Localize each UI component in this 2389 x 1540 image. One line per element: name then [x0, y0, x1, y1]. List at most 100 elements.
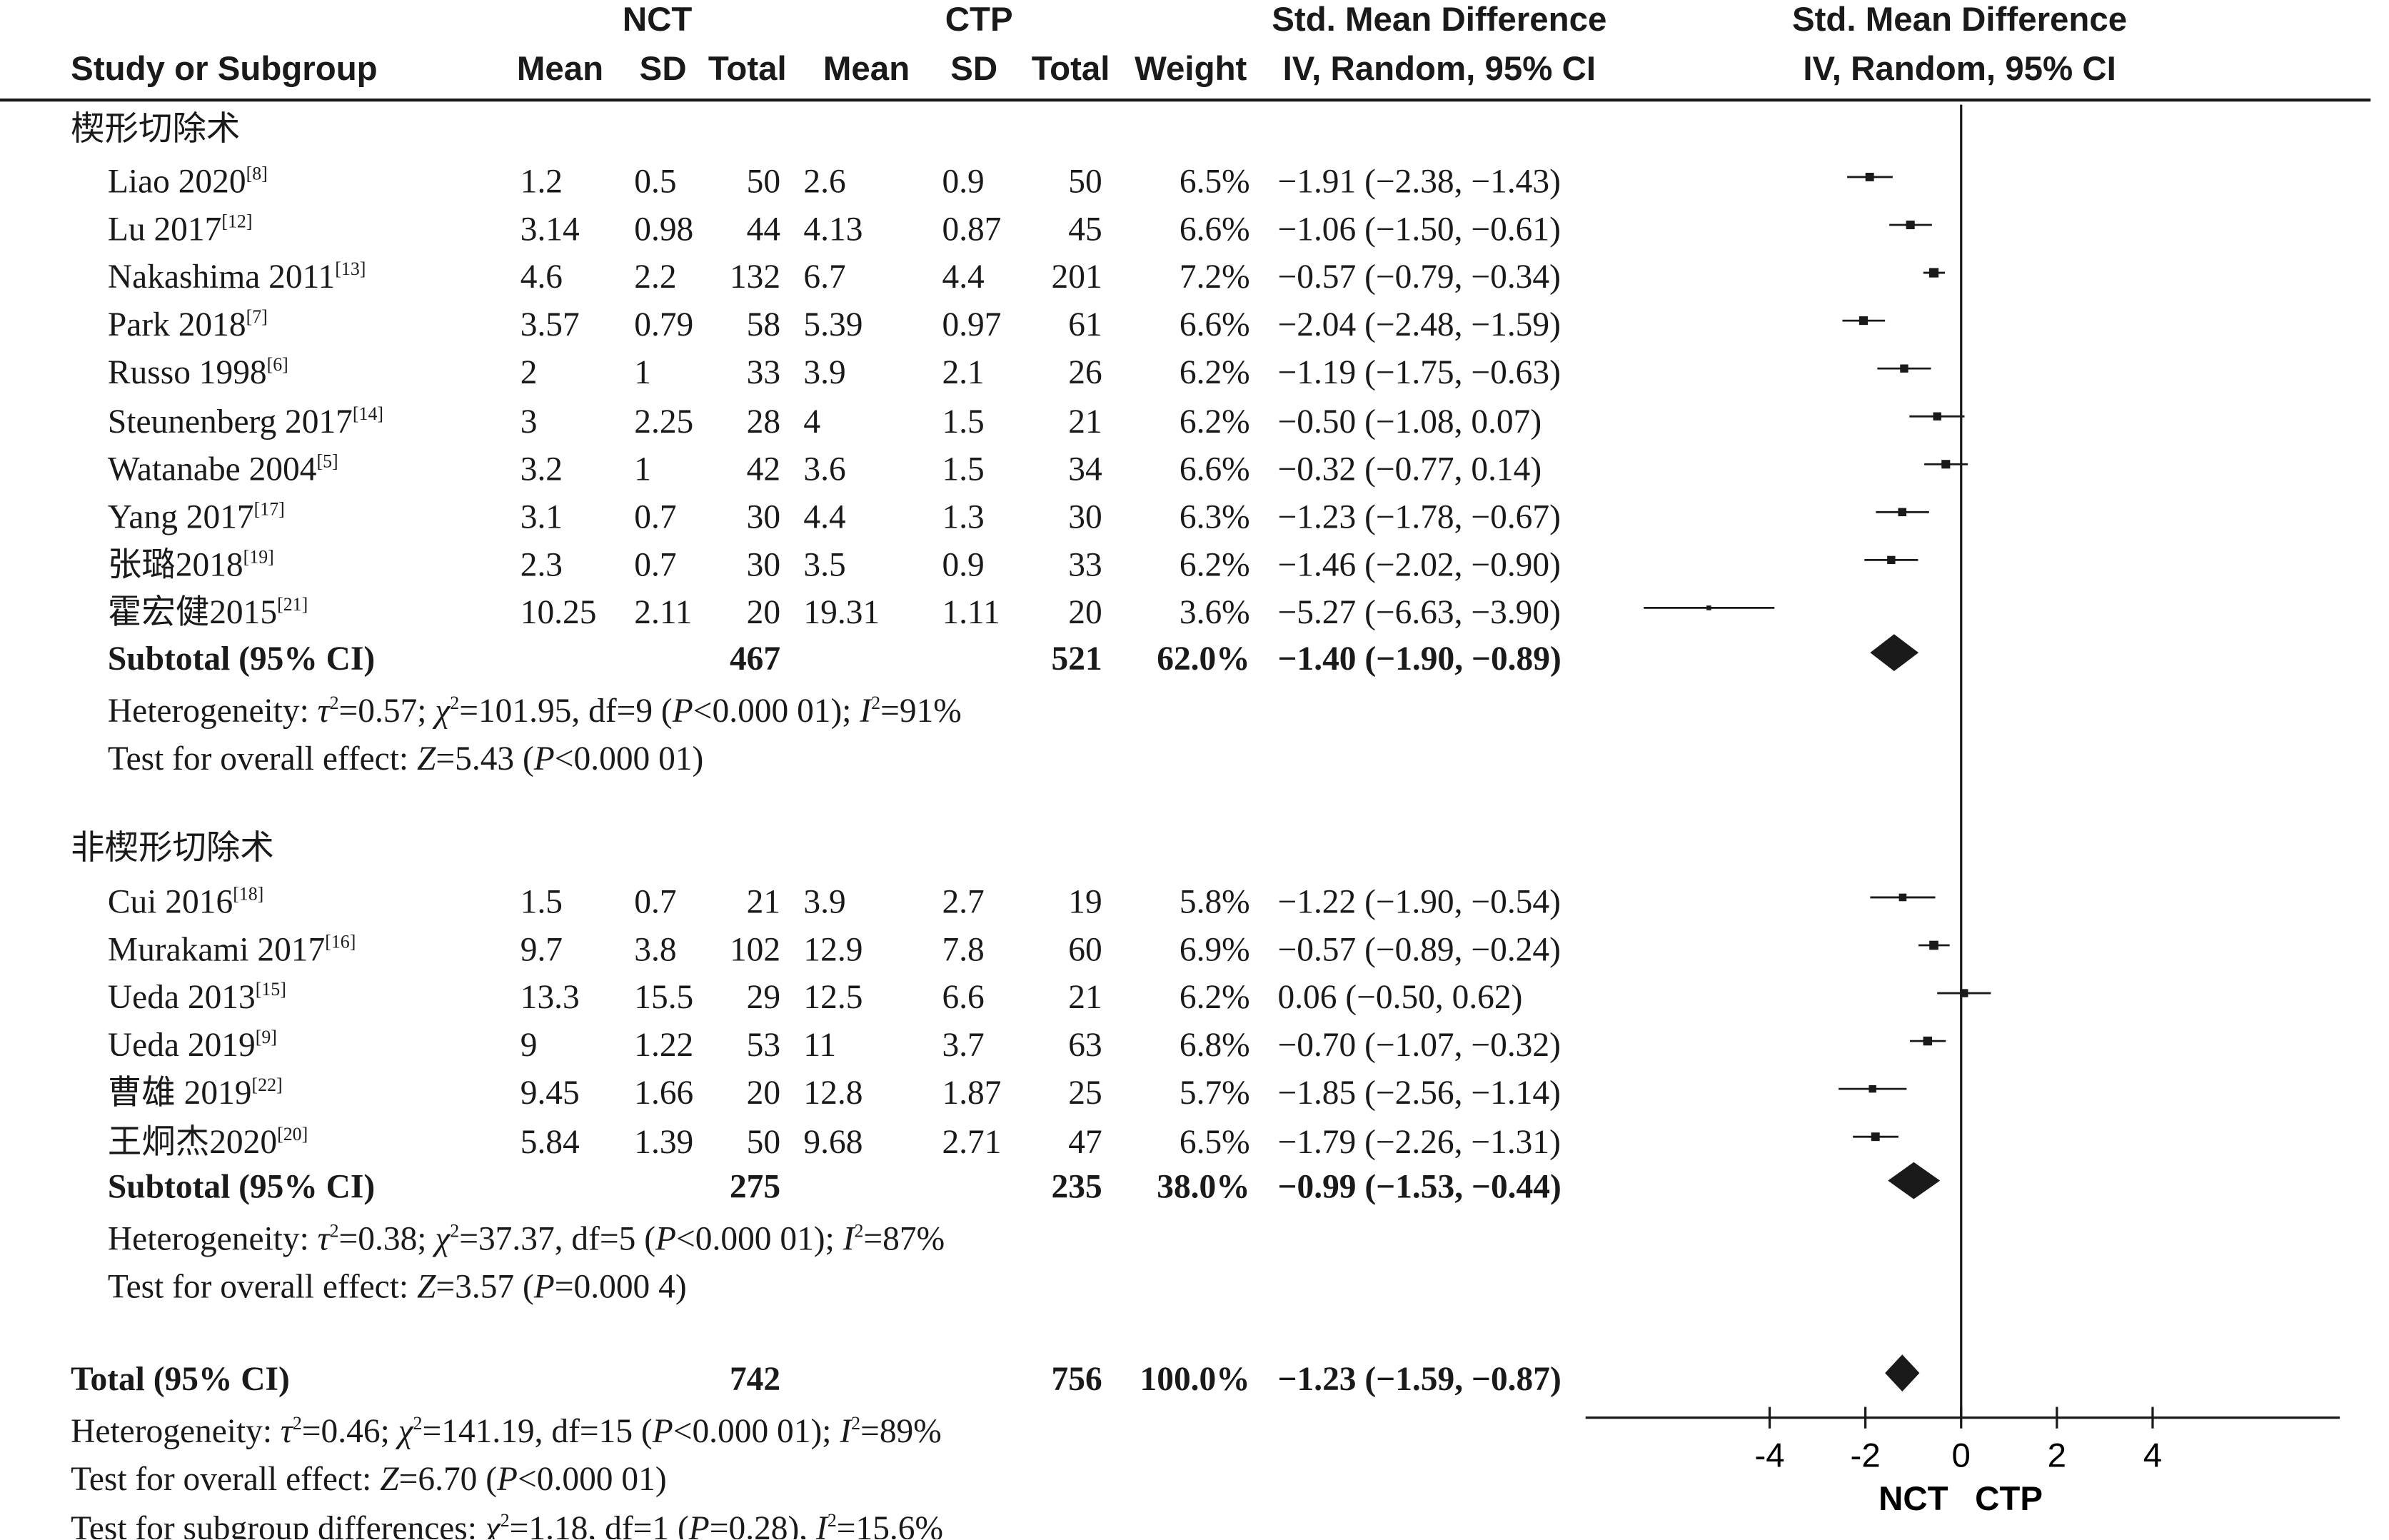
subtotal-effect-ci: −1.40 (−1.90, −0.89) [1277, 638, 1561, 678]
nct-mean-value: 4.6 [520, 257, 563, 296]
point-estimate [1898, 893, 1907, 902]
reference-number: [14] [352, 402, 384, 424]
ctp-total-value: 34 [1068, 448, 1102, 488]
nct-mean-value: 9.45 [520, 1073, 580, 1112]
study-name: Watanabe 2004[5] [107, 448, 338, 488]
ctp-total-value: 26 [1068, 353, 1102, 392]
favours-ctp-label: CTP [1975, 1480, 2043, 1518]
ctp-sd-value: 4.4 [942, 257, 985, 296]
nct-total-value: 50 [746, 1121, 781, 1160]
nct-sd-value: 1.22 [634, 1025, 694, 1065]
ctp-group-header: CTP [945, 0, 1013, 39]
study-label: Cui 2016 [107, 882, 233, 921]
ctp-total-value: 19 [1068, 882, 1102, 921]
nct-mean-value: 3.14 [520, 209, 580, 248]
nct-sd-value: 2.2 [634, 257, 677, 296]
study-label: Steunenberg 2017 [107, 401, 353, 440]
total-weight: 100.0% [1140, 1359, 1250, 1398]
point-estimate [1906, 220, 1915, 230]
ctp-mean-value: 12.8 [803, 1073, 863, 1112]
study-label: Liao 2020 [107, 161, 246, 201]
study-label: Watanabe 2004 [107, 448, 317, 488]
study-name: Murakami 2017[16] [108, 932, 356, 967]
ctp-total-value: 60 [1068, 930, 1102, 969]
reference-number: [22] [251, 1075, 283, 1097]
reference-number: [17] [253, 498, 285, 520]
favours-nct-label: NCT [1878, 1480, 1948, 1518]
plot-column-subtitle: IV, Random, 95% CI [1803, 49, 2116, 88]
effect-ci-value: −2.04 (−2.48, −1.59) [1277, 305, 1561, 344]
nct-mean-value: 9.7 [520, 930, 563, 969]
total-effect-ci: −1.23 (−1.59, −0.87) [1277, 1359, 1561, 1398]
nct-mean-value: 1.5 [520, 882, 563, 921]
ctp-total-value: 47 [1068, 1121, 1102, 1160]
subtotal-diamond [1888, 1162, 1941, 1199]
nct-sd-value: 0.7 [634, 496, 677, 535]
weight-value: 6.2% [1179, 977, 1250, 1017]
effect-ci-value: −1.79 (−2.26, −1.31) [1277, 1121, 1561, 1160]
point-estimate [1859, 316, 1869, 326]
point-estimate [1900, 364, 1908, 373]
study-label: Nakashima 2011 [107, 257, 336, 296]
ctp-sd-value: 2.1 [942, 353, 985, 392]
study-name: 曹雄 2019[22] [108, 1075, 283, 1110]
overall-effect-text: Test for overall effect: Z=6.70 (P<0.000… [71, 1459, 667, 1498]
ctp-total-value: 50 [1068, 161, 1102, 201]
point-estimate [1871, 1132, 1880, 1142]
heterogeneity-text: Heterogeneity: τ2=0.57; χ2=101.95, df=9 … [107, 691, 962, 730]
effect-ci-value: −1.85 (−2.56, −1.14) [1277, 1073, 1561, 1112]
study-label: 张璐2018 [107, 544, 243, 583]
nct-total-value: 33 [746, 353, 781, 392]
ctp-sd-value: 1.5 [942, 448, 985, 488]
nct-sd-value: 1.39 [634, 1121, 694, 1160]
subtotal-label: Subtotal (95% CI) [107, 638, 376, 678]
reference-number: [7] [246, 306, 268, 328]
ctp-total-value: 21 [1068, 977, 1102, 1017]
subtotal-weight: 38.0% [1157, 1167, 1250, 1206]
ctp-sd-value: 1.5 [942, 401, 985, 440]
overall-effect-text: Test for overall effect: Z=5.43 (P<0.000… [107, 738, 704, 777]
reference-number: [13] [335, 258, 366, 281]
nct-mean-value: 5.84 [520, 1121, 580, 1160]
study-name: Cui 2016[18] [108, 885, 263, 919]
reference-number: [18] [233, 882, 264, 905]
subtotal-diamond [1870, 634, 1919, 672]
subgroup-difference-text: Test for subgroup differences: χ2=1.18, … [71, 1508, 944, 1539]
ctp-mean-value: 12.5 [803, 977, 863, 1017]
nct-sd-header: SD [639, 49, 687, 88]
effect-ci-value: −0.50 (−1.08, 0.07) [1277, 401, 1542, 440]
ctp-mean-value: 3.6 [803, 448, 846, 488]
ctp-total-value: 30 [1068, 496, 1102, 535]
x-axis-tick-label: 0 [1952, 1437, 1971, 1475]
ctp-total-value: 63 [1068, 1025, 1102, 1065]
ctp-total-header: Total [1031, 49, 1110, 88]
nct-total-value: 21 [746, 882, 781, 921]
point-estimate [1887, 555, 1896, 565]
nct-total-value: 42 [746, 448, 781, 488]
x-axis-tick-label: -2 [1851, 1437, 1881, 1475]
x-axis-tick-label: -4 [1754, 1437, 1784, 1475]
ctp-mean-value: 4.13 [803, 209, 863, 248]
nct-sd-value: 0.7 [634, 544, 677, 583]
ctp-total-value: 20 [1068, 592, 1102, 631]
ctp-total-value: 45 [1068, 209, 1102, 248]
heterogeneity-text: Heterogeneity: τ2=0.38; χ2=37.37, df=5 (… [107, 1219, 945, 1258]
nct-total-value: 53 [746, 1025, 781, 1065]
effect-ci-value: −0.32 (−0.77, 0.14) [1277, 448, 1542, 488]
study-label: 霍宏健2015 [107, 592, 278, 631]
nct-sd-value: 1 [634, 353, 651, 392]
subgroup-header: 非楔形切除术 [71, 830, 274, 868]
effect-ci-value: −0.57 (−0.79, −0.34) [1277, 257, 1561, 296]
ctp-sd-value: 2.71 [942, 1121, 1002, 1160]
nct-sd-value: 1 [634, 448, 651, 488]
ctp-total-value: 33 [1068, 544, 1102, 583]
ctp-total-value: 21 [1068, 401, 1102, 440]
weight-value: 6.2% [1179, 544, 1250, 583]
ctp-sd-value: 6.6 [942, 977, 985, 1017]
effect-ci-value: 0.06 (−0.50, 0.62) [1277, 977, 1523, 1017]
total-label: Total (95% CI) [71, 1359, 290, 1398]
study-name: Lu 2017[12] [108, 212, 253, 246]
nct-sd-value: 0.98 [634, 209, 694, 248]
study-label: Ueda 2013 [107, 977, 256, 1017]
